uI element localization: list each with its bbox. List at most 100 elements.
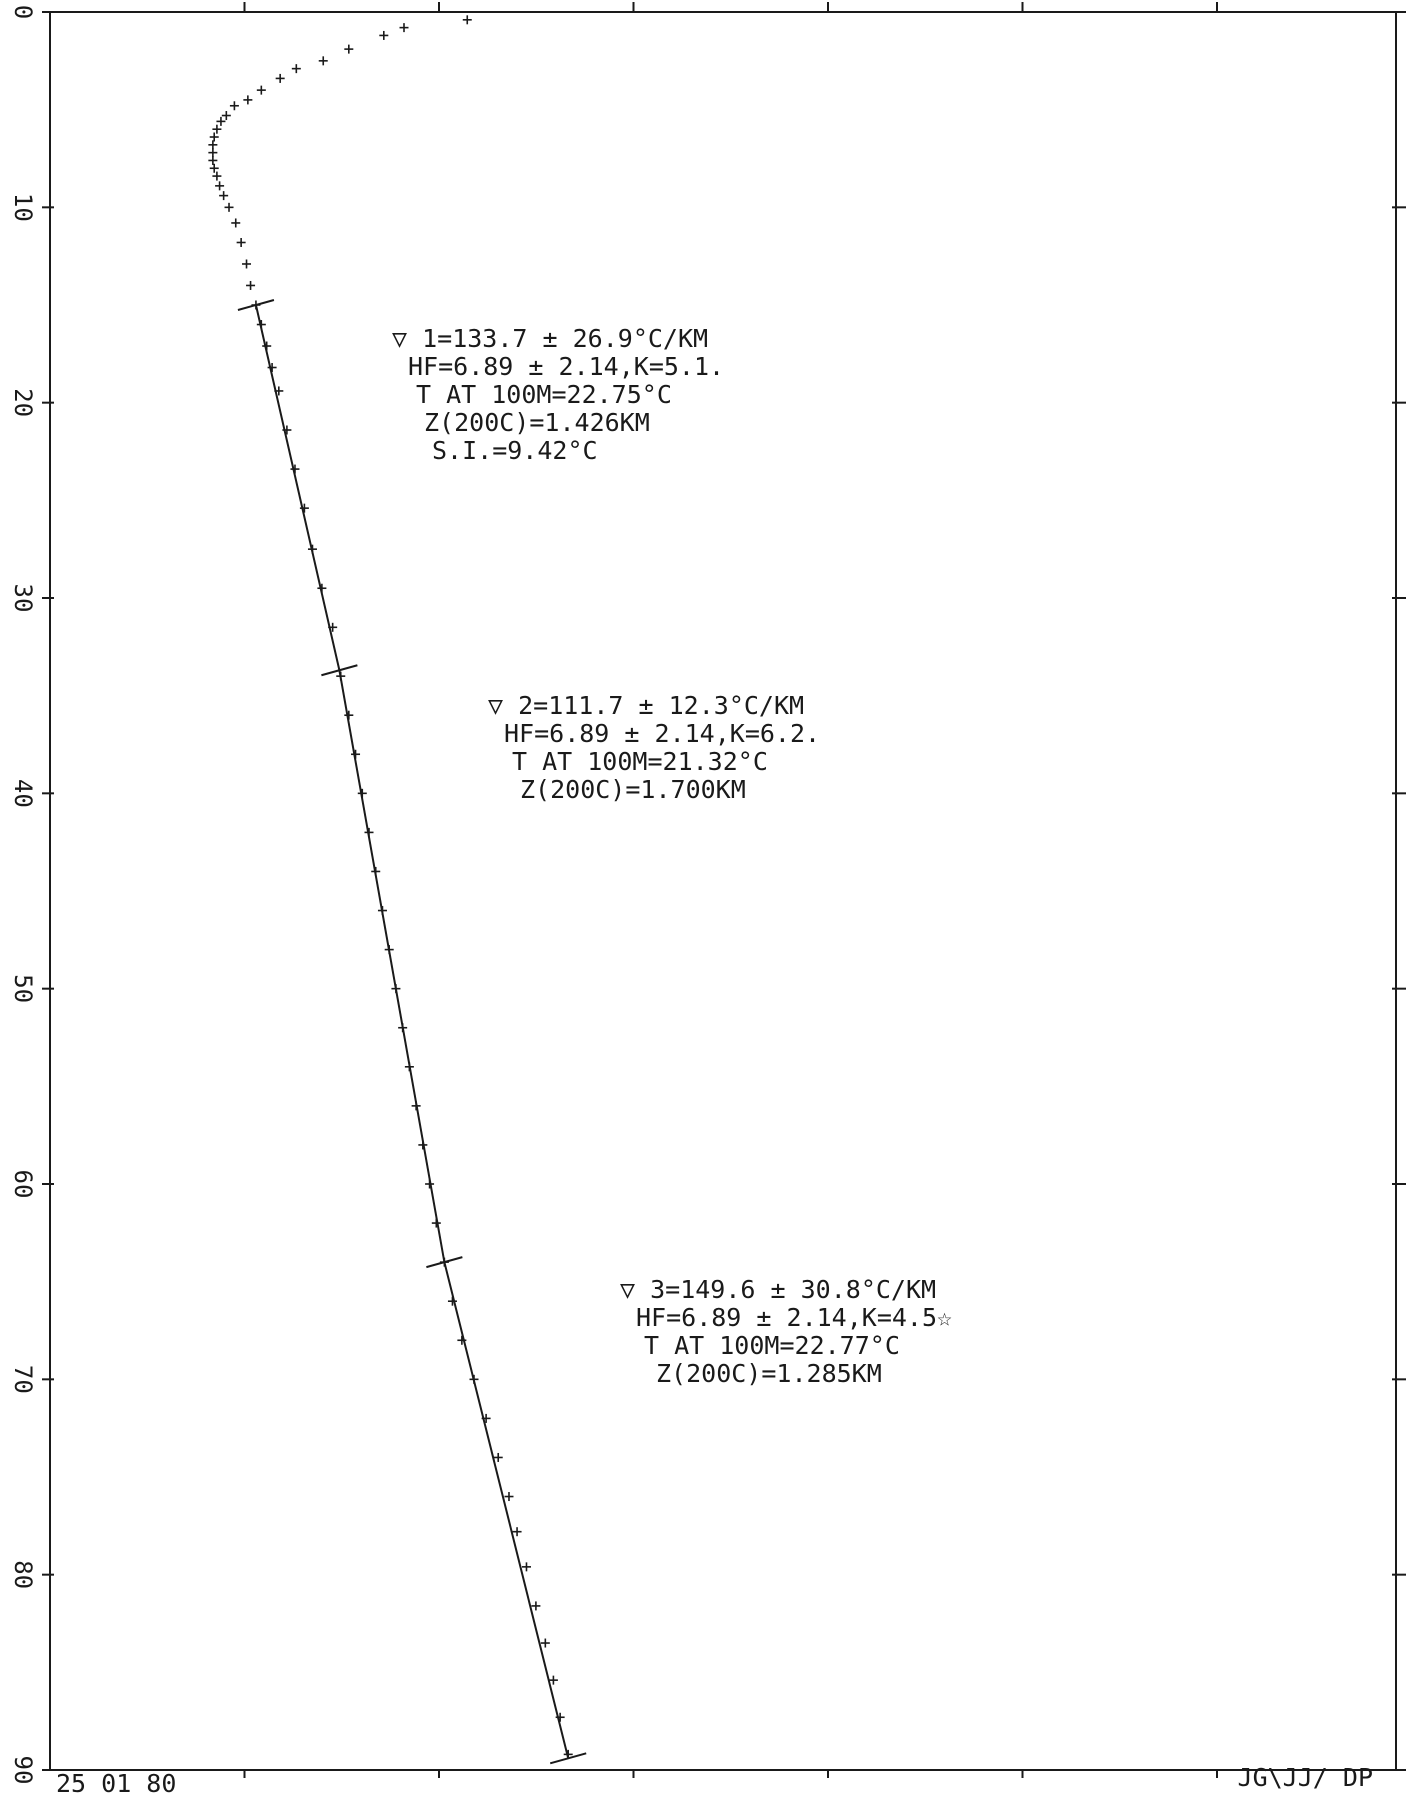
annotation-line: S.I.=9.42°C (432, 436, 598, 465)
data-point (521, 1562, 531, 1572)
y-tick-label: 90 (9, 1756, 37, 1785)
data-point (209, 132, 219, 142)
data-point (208, 155, 218, 165)
data-point (531, 1601, 541, 1611)
annotation-line: Z(200C)=1.700KM (520, 775, 746, 804)
data-point (221, 111, 231, 121)
data-point (364, 827, 374, 837)
data-point (246, 280, 256, 290)
data-point (215, 181, 225, 191)
annotation-line: HF=6.89 ± 2.14,K=5.1. (408, 352, 724, 381)
data-point (379, 30, 389, 40)
annotation-line: ▽ 1=133.7 ± 26.9°C/KM (392, 324, 708, 353)
data-point (317, 583, 327, 593)
y-tick-label: 50 (9, 974, 37, 1003)
y-tick-label: 60 (9, 1170, 37, 1199)
data-point (307, 544, 317, 554)
data-point (357, 788, 367, 798)
data-point (481, 1413, 491, 1423)
data-point (398, 1023, 408, 1033)
y-tick-label: 80 (9, 1560, 37, 1589)
data-point (328, 622, 338, 632)
segment-break-mark (321, 664, 358, 677)
data-point (236, 237, 246, 247)
data-point (231, 218, 241, 228)
data-point (209, 163, 219, 173)
data-point (256, 85, 266, 95)
data-point (399, 23, 409, 33)
data-point (318, 56, 328, 66)
y-tick-label: 0 (9, 5, 37, 19)
data-point (540, 1638, 550, 1648)
data-point (208, 140, 218, 150)
data-point (282, 425, 292, 435)
annotation-line: T AT 100M=21.32°C (512, 747, 768, 776)
data-point (256, 320, 266, 330)
data-point (274, 386, 284, 396)
y-tick-label: 40 (9, 779, 37, 808)
data-point (469, 1374, 479, 1384)
data-point (391, 984, 401, 994)
data-point (351, 749, 361, 759)
data-point (493, 1452, 503, 1462)
data-point (371, 866, 381, 876)
data-point (377, 906, 387, 916)
data-point (439, 1257, 449, 1267)
data-point (504, 1492, 514, 1502)
plot-frame (49, 11, 1397, 1771)
data-point (299, 503, 309, 513)
data-point (262, 341, 272, 351)
data-point (555, 1712, 565, 1722)
data-point (404, 1062, 414, 1072)
data-point (267, 363, 277, 373)
data-point (243, 95, 253, 105)
data-point (462, 15, 472, 25)
data-point (216, 116, 226, 126)
data-points (208, 15, 573, 1759)
data-point (229, 101, 239, 111)
data-point (384, 945, 394, 955)
data-point (418, 1140, 428, 1150)
annotation-line: Z(200C)=1.426KM (424, 408, 650, 437)
data-point (457, 1335, 467, 1345)
fit-segment (338, 670, 446, 1263)
annotation-line: HF=6.89 ± 2.14,K=6.2. (504, 719, 820, 748)
y-tick-label: 30 (9, 584, 37, 613)
data-point (336, 671, 346, 681)
annotation-line: T AT 100M=22.77°C (644, 1331, 900, 1360)
y-tick-label: 10 (9, 193, 37, 222)
data-point (291, 64, 301, 74)
annotation-line: T AT 100M=22.75°C (416, 380, 672, 409)
plot-initials: JG\JJ/ DP (1238, 1763, 1373, 1792)
data-point (548, 1675, 558, 1685)
fit-segment (254, 304, 341, 671)
data-point (242, 259, 252, 269)
y-tick-label: 70 (9, 1365, 37, 1394)
data-point (344, 44, 354, 54)
annotation-line: Z(200C)=1.285KM (656, 1359, 882, 1388)
data-point (275, 73, 285, 83)
data-point (512, 1527, 522, 1537)
data-point (208, 148, 218, 158)
data-point (447, 1296, 457, 1306)
data-point (563, 1749, 573, 1759)
data-point (431, 1218, 441, 1228)
y-tick-label: 20 (9, 388, 37, 417)
fit-segment (443, 1261, 570, 1759)
annotation-line: ▽ 2=111.7 ± 12.3°C/KM (488, 691, 804, 720)
data-point (212, 124, 222, 134)
data-point (344, 710, 354, 720)
annotation-line: ▽ 3=149.6 ± 30.8°C/KM (620, 1275, 936, 1304)
data-point (425, 1179, 435, 1189)
annotation-line: HF=6.89 ± 2.14,K=4.5☆ (636, 1303, 952, 1332)
data-point (251, 300, 261, 310)
axis-ticks: 0 10 20 30 40 50 60 70 80 90 (9, 2, 1406, 1784)
data-point (224, 202, 234, 212)
data-point (212, 171, 222, 181)
